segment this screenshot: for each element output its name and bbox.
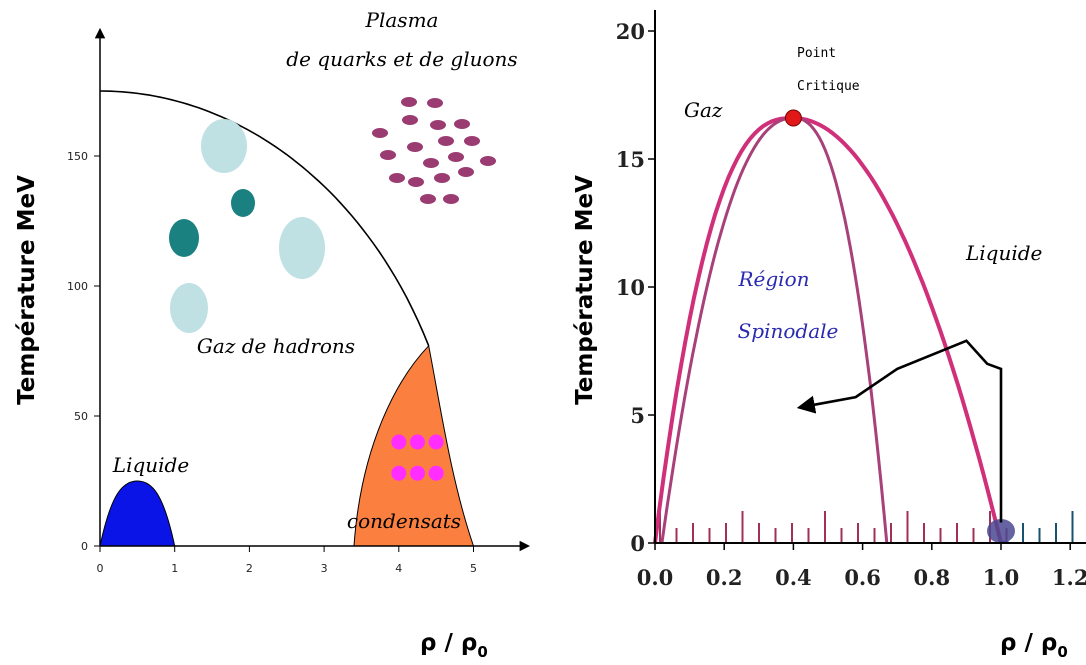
condensate-dot bbox=[409, 434, 425, 450]
right-x-tick-label: 0.8 bbox=[914, 565, 951, 590]
right-y-tick-label: 20 bbox=[616, 19, 645, 44]
plasma-dot bbox=[443, 194, 459, 204]
left-regions bbox=[99, 90, 496, 547]
plasma-dot bbox=[401, 97, 417, 107]
plasma-dot bbox=[407, 142, 423, 152]
right-axes bbox=[654, 10, 1086, 544]
critical-point-marker bbox=[784, 109, 802, 127]
right-curves bbox=[653, 109, 1015, 544]
liquid-label-left: Liquide bbox=[112, 453, 189, 477]
spinodal-curve bbox=[660, 116, 889, 544]
hadron-qgp-boundary bbox=[99, 90, 430, 347]
right-x-axis-label: ρ / ρ0 bbox=[1000, 630, 1068, 661]
right-y-tick-label: 10 bbox=[616, 275, 645, 300]
plasma-dot bbox=[458, 167, 474, 177]
hadron-blob bbox=[170, 283, 208, 333]
right-x-tick-label: 0.2 bbox=[706, 565, 743, 590]
right-y-tick-label: 0 bbox=[630, 531, 645, 556]
plasma-dot bbox=[430, 120, 446, 130]
plasma-dot bbox=[438, 136, 454, 146]
plasma-dot bbox=[402, 115, 418, 125]
right-x-tick-label: 0.0 bbox=[637, 565, 674, 590]
left-x-axis-label: ρ / ρ0 bbox=[420, 630, 488, 661]
right-x-tick-label: 0.4 bbox=[775, 565, 812, 590]
left-axes bbox=[94, 27, 531, 552]
right-y-tick-label: 5 bbox=[630, 403, 645, 428]
hadron-blob bbox=[201, 119, 247, 173]
critical-point-label-line2: Critique bbox=[797, 79, 860, 94]
right-y-tick-label: 15 bbox=[616, 147, 645, 172]
left-y-tick-label: 150 bbox=[67, 150, 88, 163]
plasma-dot bbox=[448, 152, 464, 162]
liquid-region bbox=[99, 480, 176, 547]
left-y-tick-label: 100 bbox=[67, 280, 88, 293]
hadron-blob bbox=[231, 189, 255, 217]
plasma-dot bbox=[389, 173, 405, 183]
plasma-dot bbox=[380, 150, 396, 160]
condensate-dot bbox=[391, 465, 407, 481]
condensate-dot bbox=[391, 434, 407, 450]
hadron-blob bbox=[169, 219, 199, 257]
condensate-dot bbox=[428, 465, 444, 481]
coexistence-curve bbox=[653, 115, 1003, 544]
spinodal-label-line1: Région bbox=[737, 267, 809, 291]
plasma-dot bbox=[420, 194, 436, 204]
critical-point-label-line1: Point bbox=[797, 46, 836, 61]
right-x-tick-label: 1.2 bbox=[1052, 565, 1086, 590]
right-y-axis-label: Température MeV bbox=[572, 175, 598, 405]
left-x-tick-label: 1 bbox=[171, 562, 178, 575]
left-y-tick-label: 0 bbox=[81, 540, 88, 553]
condensate-dot bbox=[428, 434, 444, 450]
hadron-gas-label: Gaz de hadrons bbox=[197, 334, 355, 358]
condensate-dot bbox=[409, 465, 425, 481]
gas-label: Gaz bbox=[684, 98, 723, 122]
condensates-label: condensats bbox=[347, 509, 461, 533]
plasma-label-line1: Plasma bbox=[365, 8, 439, 32]
hadron-blob bbox=[279, 217, 325, 279]
left-y-tick-label: 50 bbox=[74, 410, 88, 423]
plasma-dot bbox=[423, 158, 439, 168]
left-x-tick-label: 0 bbox=[97, 562, 104, 575]
expansion-path-arrow bbox=[796, 339, 1003, 523]
left-x-tick-label: 3 bbox=[321, 562, 328, 575]
plasma-dot bbox=[464, 136, 480, 146]
plasma-dot bbox=[408, 177, 424, 187]
plasma-dot bbox=[434, 173, 450, 183]
right-baseline-ticks bbox=[659, 511, 1074, 543]
liquid-gas-phase-diagram: 0.0 0.2 0.4 0.6 0.8 1.0 1.2 0 5 10 15 20 Températur… bbox=[572, 10, 1086, 661]
right-x-tick-label: 0.6 bbox=[844, 565, 881, 590]
plasma-label-line2: de quarks et de gluons bbox=[286, 47, 517, 71]
plasma-dot bbox=[480, 156, 496, 166]
liquid-label-right: Liquide bbox=[965, 241, 1042, 265]
left-x-tick-label: 4 bbox=[395, 562, 402, 575]
left-x-tick-label: 2 bbox=[246, 562, 253, 575]
spinodal-label-line2: Spinodale bbox=[738, 319, 839, 343]
right-ticks: 0.0 0.2 0.4 0.6 0.8 1.0 1.2 0 5 10 15 20 bbox=[616, 19, 1086, 590]
right-x-tick-label: 1.0 bbox=[983, 565, 1020, 590]
plasma-dot bbox=[372, 128, 388, 138]
nucleus-marker-body bbox=[987, 519, 1015, 543]
left-y-axis-label: Température MeV bbox=[14, 175, 40, 405]
plasma-dot bbox=[427, 98, 443, 108]
left-x-tick-label: 5 bbox=[470, 562, 477, 575]
plasma-dot bbox=[454, 119, 470, 129]
